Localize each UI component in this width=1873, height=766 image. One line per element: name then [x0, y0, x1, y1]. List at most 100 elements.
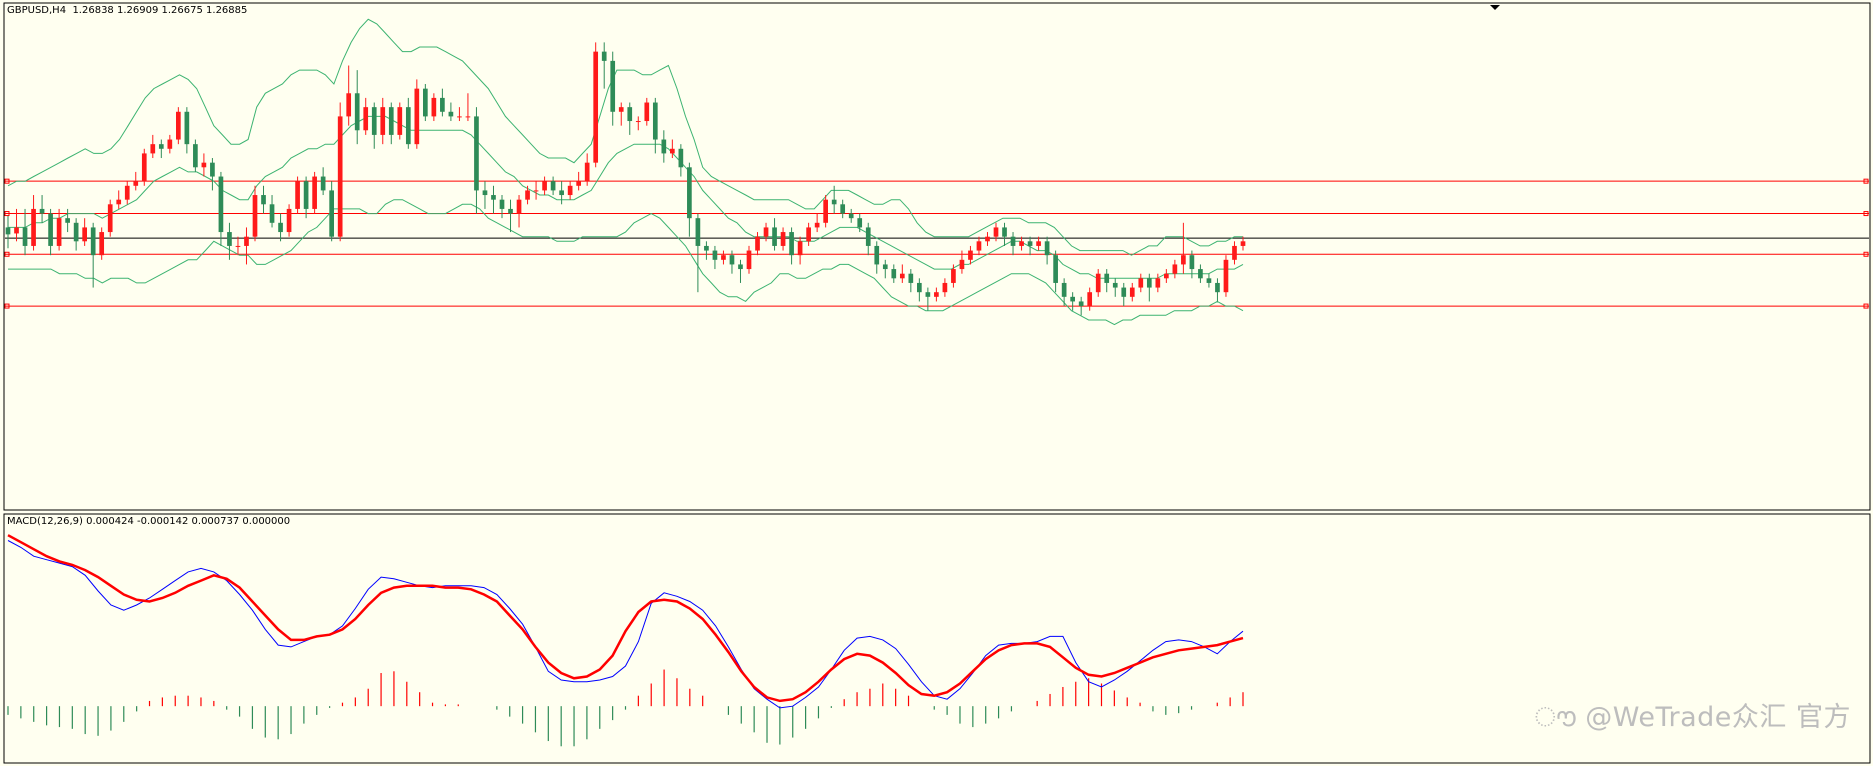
signal-line — [7, 534, 1244, 703]
candle-body — [601, 51, 607, 61]
candle-body — [482, 190, 488, 196]
main-pane-header: GBPUSD,H4 1.26838 1.26909 1.26675 1.2688… — [7, 5, 247, 16]
candle-body — [1181, 255, 1186, 265]
candle-body — [320, 176, 326, 191]
candle — [65, 208, 70, 233]
candle-body — [90, 227, 96, 256]
candle — [814, 213, 820, 233]
candle — [644, 97, 650, 126]
candle-body — [848, 213, 854, 219]
candle-body — [721, 255, 726, 260]
candle — [823, 195, 828, 228]
support_1-handle-right — [1863, 251, 1869, 257]
candle-body — [1019, 241, 1024, 246]
candle-body — [695, 218, 701, 246]
candle-body — [610, 60, 616, 112]
candle — [320, 167, 326, 196]
candle-body — [1189, 255, 1195, 270]
candle-body — [755, 236, 760, 251]
candle-body — [448, 111, 454, 117]
candle-body — [533, 190, 539, 192]
candle-body — [261, 195, 266, 205]
timeframe-marker-icon — [1490, 5, 1500, 10]
candle-body — [635, 121, 641, 123]
candle — [772, 218, 777, 251]
candle — [848, 208, 854, 223]
candle — [499, 195, 505, 219]
candle — [704, 241, 709, 260]
candle — [789, 227, 794, 265]
candle — [184, 107, 190, 154]
candle — [1223, 255, 1229, 297]
candle-body — [1002, 227, 1007, 237]
candle-body — [201, 162, 207, 168]
candle-body — [661, 139, 667, 154]
candle-body — [414, 88, 420, 145]
candle — [107, 199, 113, 237]
candle-body — [882, 264, 888, 270]
candle-body — [584, 162, 590, 182]
candle-body — [286, 208, 292, 233]
candle-body — [1070, 296, 1075, 302]
candle — [993, 222, 999, 242]
candle-body — [1112, 282, 1118, 288]
candle — [141, 148, 147, 186]
candle-body — [814, 222, 820, 228]
candle-body — [474, 116, 479, 191]
candle-body — [329, 190, 334, 237]
candle — [831, 185, 837, 214]
candle-body — [184, 111, 190, 145]
candle-body — [508, 208, 513, 214]
candle-body — [1198, 269, 1203, 279]
candle-body — [1095, 273, 1101, 293]
candle — [303, 176, 309, 219]
candle-body — [908, 273, 914, 283]
candle — [22, 208, 28, 256]
candle-body — [899, 273, 905, 279]
candle — [218, 171, 224, 246]
candle-body — [491, 195, 496, 200]
candle-body — [440, 97, 445, 112]
candle — [1078, 296, 1084, 316]
candle — [158, 139, 164, 159]
candle-body — [1164, 273, 1169, 279]
candle-body — [891, 269, 897, 279]
candle-body — [99, 232, 105, 256]
candle-body — [210, 162, 215, 177]
candle-body — [1104, 273, 1110, 283]
candle — [1129, 282, 1135, 302]
candle-body — [397, 107, 403, 135]
candle — [405, 97, 411, 149]
candle-body — [303, 181, 309, 209]
candle — [337, 102, 343, 242]
candle — [763, 222, 769, 242]
resistance_2-handle-left — [4, 211, 10, 217]
candle — [593, 42, 599, 168]
candle — [278, 213, 283, 242]
candle — [1198, 264, 1203, 283]
candle-body — [150, 144, 156, 154]
candle — [371, 102, 377, 149]
candle-body — [405, 107, 411, 145]
candle-body — [1044, 241, 1050, 256]
candle — [780, 227, 786, 251]
candle-body — [1061, 282, 1067, 297]
candle-body — [346, 93, 352, 117]
candle — [576, 171, 581, 191]
horizontal-levels[interactable] — [4, 178, 1869, 309]
candle — [1061, 278, 1067, 307]
candle-body — [1206, 278, 1212, 283]
watermark: ൗ @WeTrade众汇 官方 — [1535, 695, 1851, 734]
candle-body — [1146, 278, 1152, 288]
symbol-timeframe: GBPUSD,H4 — [7, 5, 67, 16]
candle — [1172, 259, 1178, 279]
candle-body — [831, 199, 837, 205]
candle — [797, 236, 803, 265]
candle-body — [618, 107, 624, 112]
candle-body — [65, 218, 70, 223]
candle-body — [704, 245, 709, 251]
candle — [934, 287, 939, 302]
candle-body — [278, 222, 283, 233]
resistance_1-handle-right — [1863, 178, 1869, 184]
